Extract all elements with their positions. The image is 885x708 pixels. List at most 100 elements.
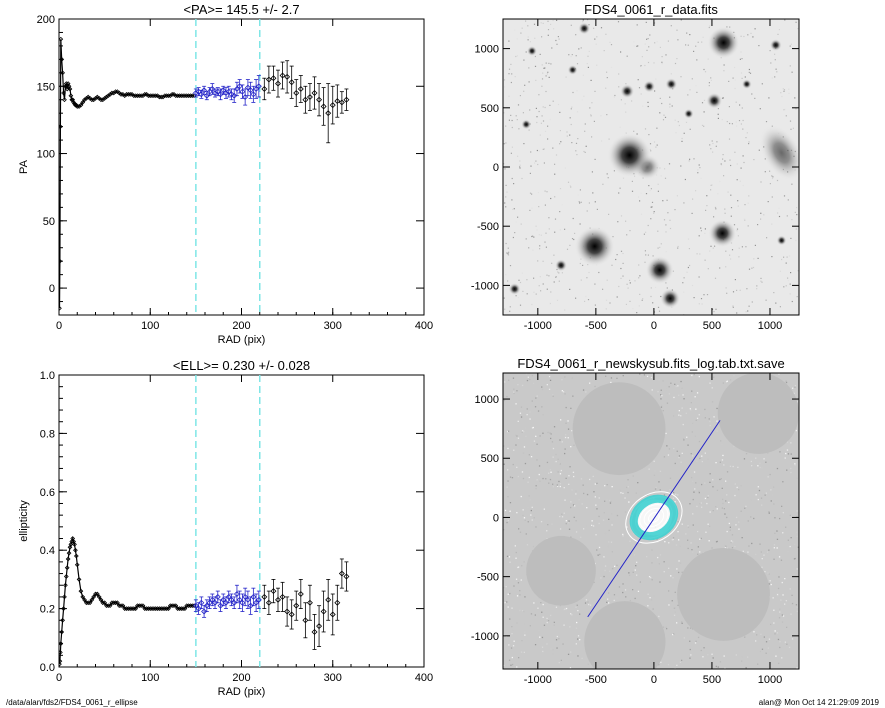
noise-speck (620, 250, 623, 252)
noise-speck (570, 536, 572, 538)
noise-speck (768, 511, 770, 513)
noise-speck (526, 379, 529, 382)
noise-speck (679, 562, 682, 564)
noise-speck (573, 444, 575, 446)
noise-speck (571, 430, 573, 432)
noise-speck (547, 71, 549, 73)
noise-speck (722, 158, 724, 160)
noise-speck (549, 469, 551, 471)
data-point (74, 104, 80, 109)
noise-speck (513, 208, 515, 210)
noise-speck (750, 460, 752, 463)
data-point (160, 606, 166, 611)
noise-speck (546, 274, 548, 276)
noise-speck (681, 407, 683, 409)
noise-speck (552, 486, 554, 488)
noise-speck (722, 498, 724, 501)
noise-speck (707, 458, 709, 460)
noise-speck (681, 571, 683, 573)
noise-speck (786, 626, 788, 628)
noise-speck (650, 295, 652, 298)
noise-speck (528, 247, 530, 249)
noise-speck (523, 59, 525, 61)
noise-speck (768, 638, 771, 640)
noise-speck (784, 19, 786, 21)
noise-speck (703, 111, 705, 113)
noise-speck (517, 104, 520, 106)
noise-speck (561, 379, 563, 381)
noise-speck (748, 68, 750, 71)
noise-speck (594, 38, 596, 40)
noise-speck (625, 303, 627, 305)
noise-speck (620, 99, 622, 101)
noise-speck (561, 390, 563, 392)
noise-speck (545, 232, 547, 234)
noise-speck (663, 561, 665, 563)
noise-speck (691, 374, 693, 377)
star-source (578, 22, 591, 35)
noise-speck (751, 465, 753, 467)
data-point (169, 603, 175, 609)
noise-speck (781, 505, 783, 507)
noise-speck (547, 20, 549, 22)
noise-speck (614, 565, 616, 567)
noise-speck (520, 495, 522, 498)
noise-speck (675, 493, 677, 495)
noise-speck (690, 409, 692, 411)
data-point (164, 606, 170, 611)
noise-speck (546, 530, 548, 532)
noise-speck (530, 165, 532, 167)
noise-speck (738, 528, 740, 530)
noise-speck (785, 526, 787, 528)
noise-speck (503, 445, 505, 447)
noise-speck (555, 39, 557, 42)
data-point (82, 597, 87, 603)
isophote (643, 507, 665, 527)
data-point (63, 83, 68, 89)
noise-speck (580, 279, 582, 281)
noise-speck (539, 53, 541, 55)
noise-speck (512, 629, 514, 632)
noise-speck (758, 45, 760, 47)
noise-speck (750, 32, 752, 34)
noise-speck (729, 465, 732, 467)
noise-speck (786, 643, 788, 645)
noise-speck (564, 393, 566, 395)
noise-speck (626, 526, 628, 528)
noise-speck (701, 483, 703, 486)
data-point (250, 91, 257, 98)
noise-speck (696, 59, 698, 61)
mask-region (584, 601, 666, 669)
noise-speck (651, 579, 653, 581)
noise-speck (713, 311, 715, 313)
noise-speck (681, 622, 683, 624)
noise-speck (783, 256, 785, 258)
noise-speck (707, 495, 709, 497)
data-point (98, 97, 104, 103)
noise-speck (698, 414, 700, 416)
data-point (223, 599, 229, 606)
noise-speck (658, 615, 660, 618)
noise-speck (734, 151, 736, 153)
noise-speck (760, 218, 762, 220)
noise-speck (596, 549, 598, 551)
noise-speck (603, 512, 605, 514)
noise-speck (616, 296, 618, 298)
noise-speck (794, 385, 797, 387)
noise-speck (546, 643, 548, 645)
noise-speck (626, 55, 628, 57)
noise-speck (553, 426, 556, 428)
noise-speck (708, 26, 710, 29)
noise-speck (707, 654, 709, 656)
noise-speck (678, 414, 680, 416)
noise-speck (596, 36, 598, 38)
noise-speck (743, 161, 745, 164)
noise-speck (600, 27, 603, 29)
noise-speck (633, 533, 635, 535)
noise-speck (543, 162, 545, 164)
noise-speck (743, 35, 745, 38)
noise-speck (530, 456, 533, 458)
plot-frame (58, 374, 425, 668)
noise-speck (558, 280, 560, 282)
noise-speck (660, 398, 662, 400)
